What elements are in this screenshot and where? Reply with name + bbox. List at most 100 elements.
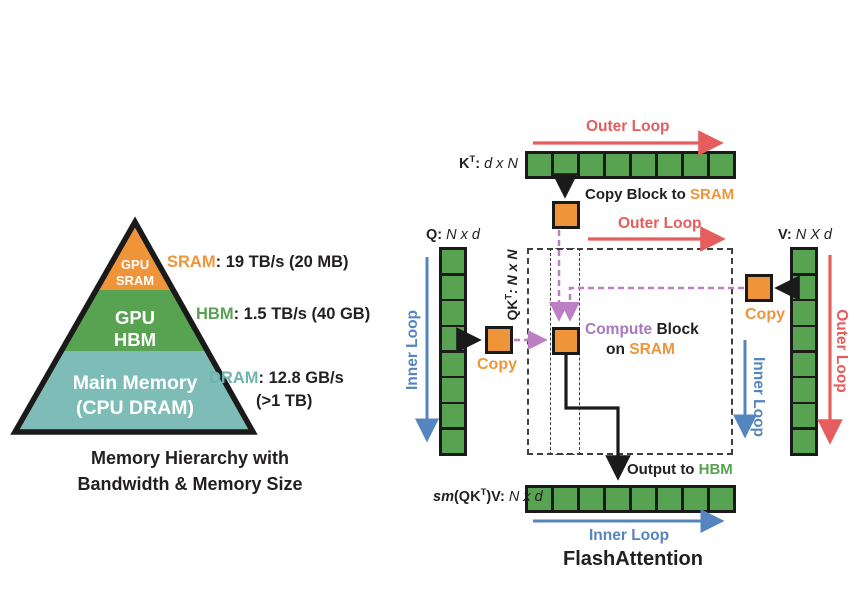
copy-q-label: Copy: [477, 356, 517, 373]
pyramid-outline: [10, 216, 258, 435]
inner-loop-left-label: Inner Loop: [404, 309, 421, 391]
matrix-cell: [528, 488, 552, 510]
out-dims: N x d: [504, 489, 543, 505]
kt-dims: d x N: [484, 156, 518, 172]
matrix-cell: [553, 154, 578, 176]
pyramid-label-hbm: HBM: [114, 329, 156, 350]
output-to-hbm-label: Output to HBM: [627, 461, 733, 478]
matrix-cell: [657, 154, 682, 176]
kt-sup: T: [469, 153, 476, 165]
pyramid-level-gpu-sram: [96, 222, 174, 290]
matrix-cell: [631, 488, 656, 510]
v-matrix-label: V: N X d: [778, 227, 832, 243]
output-matrix: [525, 485, 736, 513]
v-dims: N X d: [795, 227, 832, 243]
inner-loop-bottom-label: Inner Loop: [589, 527, 670, 544]
matrix-cell: [553, 488, 578, 510]
compute-block-label: Compute Block: [585, 321, 699, 339]
v-colon: :: [786, 227, 796, 243]
copy-block-sram: SRAM: [690, 186, 735, 203]
matrix-cell: [793, 275, 815, 299]
copy-v-label: Copy: [745, 306, 785, 323]
out-v: )V:: [486, 489, 505, 505]
outer-loop-mid-label: Outer Loop: [618, 215, 702, 232]
matrix-cell: [442, 404, 464, 428]
spec-dram-line2: (>1 TB): [256, 392, 313, 410]
q-sram-block: [485, 326, 513, 354]
flashattention-title: FlashAttention: [563, 548, 703, 570]
spec-sram: SRAM: 19 TB/s (20 MB): [167, 253, 349, 272]
pyramid-caption-line1: Memory Hierarchy with: [90, 448, 290, 468]
matrix-cell: [793, 250, 815, 274]
matrix-cell: [793, 404, 815, 428]
matrix-cell: [683, 488, 708, 510]
matrix-cell: [528, 154, 552, 176]
compute-block-word: Block: [652, 321, 699, 338]
v-matrix: [790, 247, 818, 456]
matrix-cell: [793, 429, 815, 453]
matrix-cell: [605, 154, 630, 176]
pyramid-label-gpu2: GPU: [115, 307, 155, 328]
matrix-cell: [709, 154, 733, 176]
spec-dram-sep: :: [258, 369, 269, 387]
q-colon: :: [437, 227, 447, 243]
pyramid-level-gpu-hbm: [61, 290, 209, 351]
q-matrix: [439, 247, 467, 456]
qkt-rest: : N x N: [504, 249, 520, 294]
pyramid-caption: Memory Hierarchy with Bandwidth & Memory…: [38, 446, 342, 497]
kt-colon: :: [475, 156, 485, 172]
output-prefix: Output to: [627, 461, 699, 478]
matrix-cell: [579, 154, 604, 176]
out-sup: T: [480, 486, 487, 498]
inner-loop-right-label: Inner Loop: [750, 356, 767, 438]
matrix-cell: [442, 301, 464, 325]
q-sym: Q: [426, 227, 438, 243]
v-sym: V: [778, 227, 787, 243]
qkt-matrix-dashed-box: [527, 248, 733, 455]
sram-word: SRAM: [629, 341, 675, 358]
spec-hbm: HBM: 1.5 TB/s (40 GB): [196, 305, 370, 324]
pyramid-label-gpu: GPU: [121, 257, 149, 272]
matrix-cell: [631, 154, 656, 176]
spec-sram-value: 19 TB/s (20 MB): [225, 253, 349, 271]
matrix-cell: [579, 488, 604, 510]
spec-hbm-name: HBM: [196, 305, 234, 323]
spec-sram-sep: :: [215, 253, 226, 271]
spec-sram-name: SRAM: [167, 253, 216, 271]
matrix-cell: [442, 250, 464, 274]
spec-dram: DRAM: 12.8 GB/s: [209, 369, 344, 388]
out-sm: sm: [433, 489, 454, 505]
matrix-cell: [442, 429, 464, 453]
kt-matrix-label: KT: d x N: [459, 153, 518, 172]
outer-loop-top-label: Outer Loop: [586, 118, 670, 135]
q-dims: N x d: [446, 227, 480, 243]
matrix-cell: [793, 301, 815, 325]
q-matrix-label: Q: N x d: [426, 227, 480, 243]
kt-sram-block: [552, 201, 580, 229]
kt-matrix: [525, 151, 736, 179]
matrix-cell: [793, 327, 815, 351]
qkt-matrix-label: QKT: N x N: [503, 235, 520, 335]
memory-pyramid: GPU SRAM GPU HBM Main Memory (CPU DRAM): [10, 216, 258, 435]
spec-dram-value: 12.8 GB/s: [268, 369, 344, 387]
qkt-sym: QK: [504, 299, 520, 321]
kt-sym: K: [459, 156, 470, 172]
pyramid-level-main-memory: [15, 351, 253, 432]
pyramid-label-main-memory: Main Memory: [73, 372, 198, 394]
compute-sram-block: [552, 327, 580, 355]
spec-hbm-sep: :: [233, 305, 244, 323]
matrix-cell: [657, 488, 682, 510]
matrix-cell: [442, 352, 464, 376]
matrix-cell: [605, 488, 630, 510]
spec-dram-name: DRAM: [209, 369, 259, 387]
matrix-cell: [709, 488, 733, 510]
on-sram-label: on SRAM: [606, 341, 675, 359]
matrix-cell: [793, 378, 815, 402]
v-sram-block: [745, 274, 773, 302]
matrix-cell: [793, 352, 815, 376]
out-qk: (QK: [453, 489, 481, 505]
compute-word: Compute: [585, 321, 653, 338]
output-hbm: HBM: [698, 461, 733, 478]
on-word: on: [606, 341, 630, 358]
matrix-cell: [442, 378, 464, 402]
